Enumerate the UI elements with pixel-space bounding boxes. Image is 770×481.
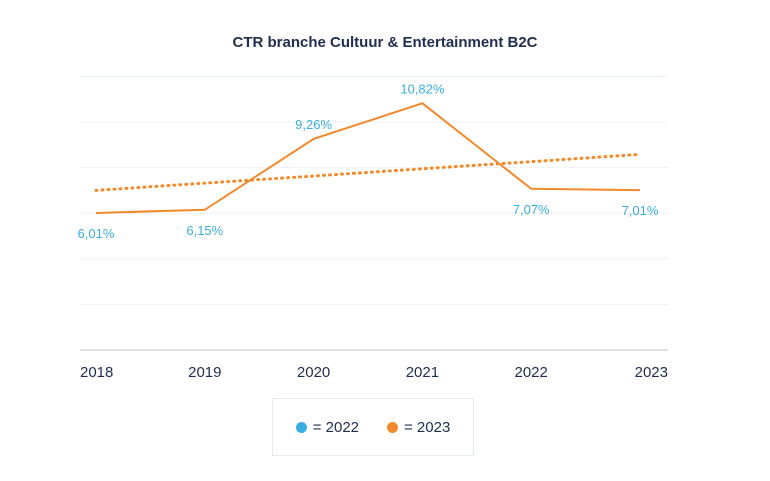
gridlines [80,75,668,305]
legend-item-2023: = 2023 [387,419,450,436]
data-label: 6,01% [78,226,115,241]
legend-swatch-2022 [295,421,307,433]
data-label: 9,26% [295,117,332,132]
data-labels: 6,01% 6,15% 9,26% 10,82% 7,07% 7,01% [78,81,659,241]
x-tick-label: 2022 [515,364,548,381]
data-label: 7,07% [513,202,550,217]
legend-label-2023: = 2023 [404,418,451,436]
data-label: 7,01% [622,203,659,218]
chart-title: CTR branche Cultuur & Entertainment B2C [232,34,538,51]
series-group [95,102,641,214]
legend-item-2022: = 2022 [295,418,359,436]
x-tick-label: 2018 [80,364,113,381]
legend: = 2022 = 2023 [272,398,474,456]
x-tick-label: 2020 [297,364,330,381]
legend-label-2022: = 2022 [312,418,359,436]
data-label: 10,82% [400,81,445,96]
series-line-2023 [95,102,641,214]
legend-swatch-2023 [387,421,398,433]
x-tick-label: 2021 [406,364,439,381]
trendline [94,152,642,192]
x-axis: 2018 2019 2020 2021 2022 2023 [80,349,668,381]
trendline-group [94,152,642,192]
data-label: 6,15% [186,223,223,238]
x-tick-label: 2019 [188,364,221,381]
x-tick-label: 2023 [635,364,668,381]
